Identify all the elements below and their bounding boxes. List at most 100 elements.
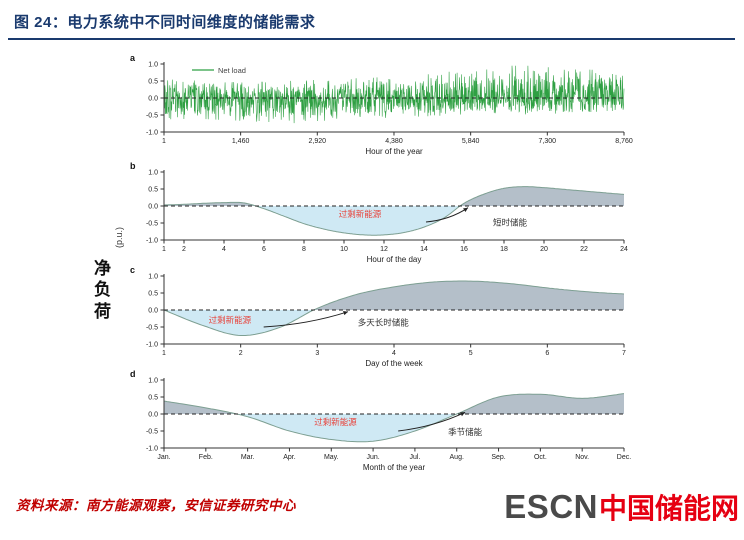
- y-tick-label: -1.0: [146, 446, 158, 453]
- x-tick-label: Feb.: [199, 454, 213, 461]
- x-tick-label: 18: [500, 246, 508, 253]
- x-tick-label: Apr.: [283, 454, 296, 461]
- net-load-curve: [164, 186, 624, 236]
- area-below-zero: [164, 206, 624, 236]
- escn-logo: ESCN 中国储能网: [504, 487, 739, 527]
- annotation-excess-renewable: 过剩新能源: [314, 417, 357, 427]
- y-tick-label: 0.0: [148, 412, 158, 419]
- source-text: 资料来源：南方能源观察，安信证券研究中心: [16, 498, 296, 513]
- y-tick-label: -1.0: [146, 238, 158, 245]
- x-tick-label: 6: [545, 350, 549, 357]
- noise-series: [163, 65, 625, 124]
- area-below-zero: [164, 414, 624, 442]
- y-axis-unit-label: (p.u.): [114, 226, 124, 248]
- x-tick-label: 1: [162, 350, 166, 357]
- y-tick-label: -1.0: [146, 342, 158, 349]
- x-tick-label: Sep.: [491, 454, 505, 461]
- y-tick-label: 1.0: [148, 62, 158, 69]
- x-tick-label: Jun.: [366, 454, 379, 461]
- annotation-storage-label: 季节储能: [448, 427, 483, 437]
- arrowhead: [343, 310, 348, 316]
- panel-letter: d: [130, 369, 136, 379]
- panel-c: 1.0 0.5 0.0 -0.5 -1.0 1 2 3 4 5 6 7 Day of the week c…: [130, 265, 626, 368]
- arrowhead: [463, 207, 468, 213]
- figure-title: 图 24：电力系统中不同时间维度的储能需求: [14, 14, 316, 31]
- x-tick-label: Mar.: [241, 454, 255, 461]
- y-tick-label: 1.0: [148, 170, 158, 177]
- annotation-excess-renewable: 过剩新能源: [209, 315, 252, 325]
- panel-letter: a: [130, 53, 136, 63]
- area-above-zero: [164, 281, 624, 310]
- x-tick-label: Jan.: [157, 454, 170, 461]
- x-tick-label: 4: [392, 350, 396, 357]
- x-tick-label: Nov.: [575, 454, 589, 461]
- x-axis-title: Day of the week: [365, 359, 423, 368]
- y-tick-label: -0.5: [146, 325, 158, 332]
- y-tick-label: 0.0: [148, 308, 158, 315]
- x-tick-label: 10: [340, 246, 348, 253]
- x-tick-label: 24: [620, 246, 628, 253]
- area-below-zero: [164, 310, 624, 336]
- panel-letter: c: [130, 265, 135, 275]
- y-tick-label: -0.5: [146, 429, 158, 436]
- y-axis-label: 净负荷: [94, 259, 111, 321]
- x-tick-label: 1: [162, 138, 166, 145]
- x-tick-label: 8: [302, 246, 306, 253]
- y-tick-label: 1.0: [148, 378, 158, 385]
- y-tick-label: 0.5: [148, 79, 158, 86]
- header-rule: [8, 38, 735, 40]
- x-tick-label: 7,300: [539, 138, 557, 145]
- x-tick-label: May.: [324, 454, 339, 461]
- x-tick-label: 8,760: [615, 138, 633, 145]
- y-tick-label: 0.0: [148, 96, 158, 103]
- x-tick-label: 4: [222, 246, 226, 253]
- x-axis-title: Hour of the year: [365, 147, 423, 156]
- x-tick-label: Aug.: [450, 454, 464, 461]
- x-tick-label: 1,460: [232, 138, 250, 145]
- x-tick-label: 14: [420, 246, 428, 253]
- y-tick-label: 1.0: [148, 274, 158, 281]
- x-tick-label: 1: [162, 246, 166, 253]
- annotation-storage-label: 短时储能: [493, 218, 528, 228]
- area-above-zero: [164, 393, 624, 414]
- x-tick-label: Jul.: [409, 454, 420, 461]
- x-tick-label: 7: [622, 350, 626, 357]
- x-tick-label: 2,920: [309, 138, 327, 145]
- x-tick-label: 4,380: [385, 138, 403, 145]
- x-axis-title: Month of the year: [363, 463, 426, 472]
- x-tick-label: 6: [262, 246, 266, 253]
- panel-letter: b: [130, 161, 136, 171]
- x-tick-label: Dec.: [617, 454, 631, 461]
- area-above-zero: [164, 186, 624, 206]
- x-tick-label: 5,840: [462, 138, 480, 145]
- x-tick-label: 22: [580, 246, 588, 253]
- x-tick-label: 16: [460, 246, 468, 253]
- y-tick-label: 0.5: [148, 395, 158, 402]
- x-tick-label: 2: [182, 246, 186, 253]
- net-load-curve: [163, 280, 625, 336]
- annotation-storage-label: 多天长时储能: [358, 317, 410, 327]
- panel-a: 1.0 0.5 0.0 -0.5 -1.0 1 1,460 2,920 4,380 5,840 7,…: [130, 53, 633, 156]
- logo-chinese-text: 中国储能网: [598, 493, 739, 524]
- y-tick-label: -0.5: [146, 113, 158, 120]
- logo-escn-text: ESCN: [504, 488, 598, 525]
- x-tick-label: 20: [540, 246, 548, 253]
- arrowhead: [460, 412, 466, 417]
- y-tick-label: 0.0: [148, 204, 158, 211]
- y-tick-label: 0.5: [148, 187, 158, 194]
- x-tick-label: 2: [239, 350, 243, 357]
- legend-label: Net load: [218, 66, 246, 75]
- panel-b: 1.00.50.0-0.5-1.01 2 4 6 8 10 12 14 16 18 20 22 24Ho…: [130, 161, 628, 264]
- x-tick-label: 3: [315, 350, 319, 357]
- annotation-excess-renewable: 过剩新能源: [339, 209, 382, 219]
- x-tick-label: Oct.: [534, 454, 547, 461]
- net-load-curve: [163, 393, 625, 443]
- x-axis-title: Hour of the day: [367, 255, 422, 264]
- trend-arrow: [398, 411, 466, 432]
- x-tick-label: 12: [380, 246, 388, 253]
- y-tick-label: -1.0: [146, 130, 158, 137]
- trend-arrow: [263, 311, 349, 328]
- x-tick-label: 5: [469, 350, 473, 357]
